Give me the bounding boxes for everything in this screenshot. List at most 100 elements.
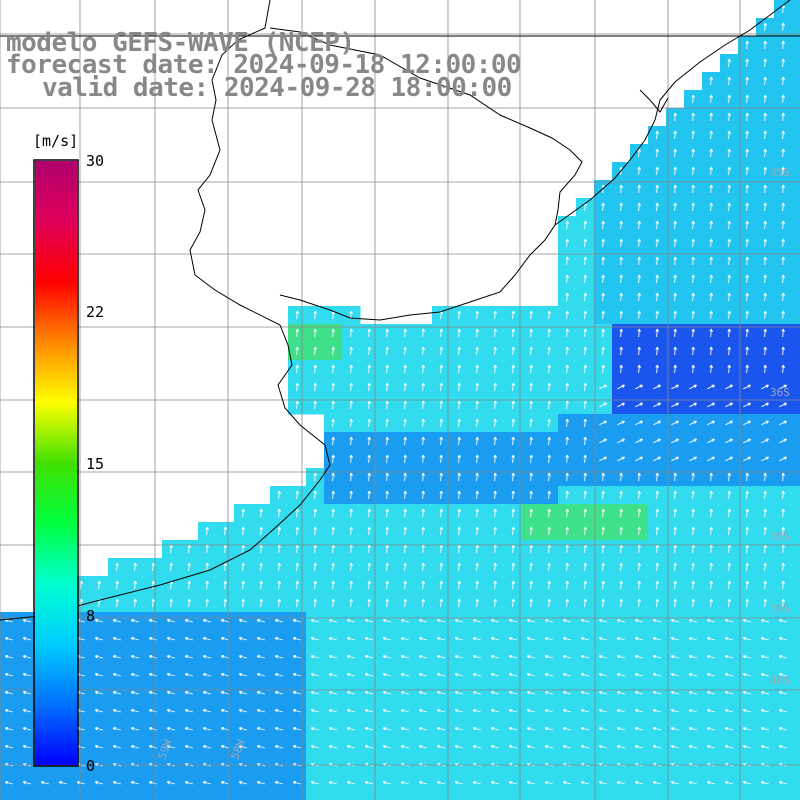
- model-title: modelo GEFS-WAVE (NCEP): [6, 28, 355, 58]
- wind-arrow: [187, 562, 191, 572]
- wind-arrow: [673, 598, 677, 608]
- wind-arrow: [385, 364, 389, 374]
- wind-arrow: [256, 708, 266, 713]
- wind-arrow: [562, 708, 572, 713]
- wind-arrow: [727, 508, 731, 518]
- wind-arrow: [277, 508, 281, 518]
- wind-arrow: [4, 708, 14, 713]
- wind-arrow: [367, 580, 371, 590]
- wind-arrow: [367, 526, 371, 536]
- wind-arrow: [184, 654, 194, 659]
- field-cell: [792, 198, 800, 217]
- wind-arrow: [724, 636, 734, 641]
- wind-arrow: [562, 726, 572, 731]
- wind-arrow: [112, 726, 122, 731]
- wind-arrow: [205, 598, 209, 608]
- wind-arrow: [313, 562, 317, 572]
- wind-arrow: [439, 364, 443, 374]
- wind-arrow: [781, 238, 785, 248]
- wind-arrow: [313, 598, 317, 608]
- wind-arrow: [547, 508, 551, 518]
- wind-arrow: [457, 490, 461, 500]
- wind-arrow: [781, 580, 785, 590]
- wind-arrow: [763, 310, 767, 320]
- wind-arrow: [673, 508, 677, 518]
- wind-arrow: [655, 472, 659, 482]
- wind-arrow: [403, 346, 407, 356]
- wind-arrow: [706, 654, 716, 659]
- wind-arrow: [709, 292, 713, 302]
- wind-arrow: [652, 672, 662, 677]
- wind-arrow: [94, 744, 104, 749]
- wind-arrow: [421, 346, 425, 356]
- wind-arrow: [475, 580, 479, 590]
- wind-arrow: [238, 708, 248, 713]
- field-cell: [72, 792, 91, 800]
- wind-arrow: [187, 580, 191, 590]
- wind-arrow: [544, 654, 554, 659]
- field-cell: [162, 792, 181, 800]
- wind-arrow: [367, 598, 371, 608]
- wind-arrow: [763, 490, 767, 500]
- wind-arrow: [781, 40, 785, 50]
- wind-arrow: [562, 690, 572, 695]
- wind-arrow: [97, 580, 101, 590]
- field-cell: [324, 792, 343, 800]
- wind-arrow: [454, 618, 464, 623]
- wind-arrow: [364, 744, 374, 749]
- wind-arrow: [202, 744, 212, 749]
- wind-arrow: [367, 346, 371, 356]
- field-cell: [234, 792, 253, 800]
- wind-arrow: [655, 598, 659, 608]
- wind-arrow: [583, 310, 587, 320]
- field-cell: [792, 576, 800, 595]
- wind-arrow: [583, 274, 587, 284]
- wind-arrow: [652, 690, 662, 695]
- wind-arrow: [385, 454, 389, 464]
- wind-arrow: [655, 562, 659, 572]
- wind-arrow: [763, 148, 767, 158]
- wind-arrow: [565, 382, 569, 392]
- wind-arrow: [367, 544, 371, 554]
- wind-arrow: [547, 328, 551, 338]
- wind-arrow: [688, 726, 698, 731]
- wind-arrow: [223, 544, 227, 554]
- wind-arrow: [130, 708, 140, 713]
- wind-arrow: [421, 436, 425, 446]
- wind-arrow: [457, 364, 461, 374]
- wind-arrow: [331, 490, 335, 500]
- wind-arrow: [475, 526, 479, 536]
- wind-arrow: [709, 256, 713, 266]
- wind-arrow: [151, 598, 155, 608]
- wind-arrow: [637, 310, 641, 320]
- wind-arrow: [583, 598, 587, 608]
- wind-arrow: [778, 636, 788, 641]
- wind-arrow: [724, 690, 734, 695]
- wind-arrow: [565, 274, 569, 284]
- wind-arrow: [706, 690, 716, 695]
- wind-arrow: [436, 654, 446, 659]
- wind-arrow: [580, 690, 590, 695]
- wind-arrow: [673, 490, 677, 500]
- wind-arrow: [421, 490, 425, 500]
- wind-arrow: [763, 130, 767, 140]
- wind-arrow: [529, 436, 533, 446]
- wind-arrow: [472, 744, 482, 749]
- wind-arrow: [547, 544, 551, 554]
- wind-arrow: [277, 562, 281, 572]
- wind-arrow: [511, 580, 515, 590]
- wind-arrow: [508, 672, 518, 677]
- wind-arrow: [652, 708, 662, 713]
- field-cell: [108, 792, 127, 800]
- wind-arrow: [709, 364, 713, 374]
- wind-arrow: [763, 328, 767, 338]
- wind-arrow: [346, 636, 356, 641]
- wind-arrow: [637, 346, 641, 356]
- wind-arrow: [349, 472, 353, 482]
- wind-arrow: [583, 472, 587, 482]
- wind-arrow: [40, 780, 50, 785]
- wind-arrow: [508, 726, 518, 731]
- wind-arrow: [781, 58, 785, 68]
- wind-arrow: [529, 328, 533, 338]
- wind-arrow: [493, 418, 497, 428]
